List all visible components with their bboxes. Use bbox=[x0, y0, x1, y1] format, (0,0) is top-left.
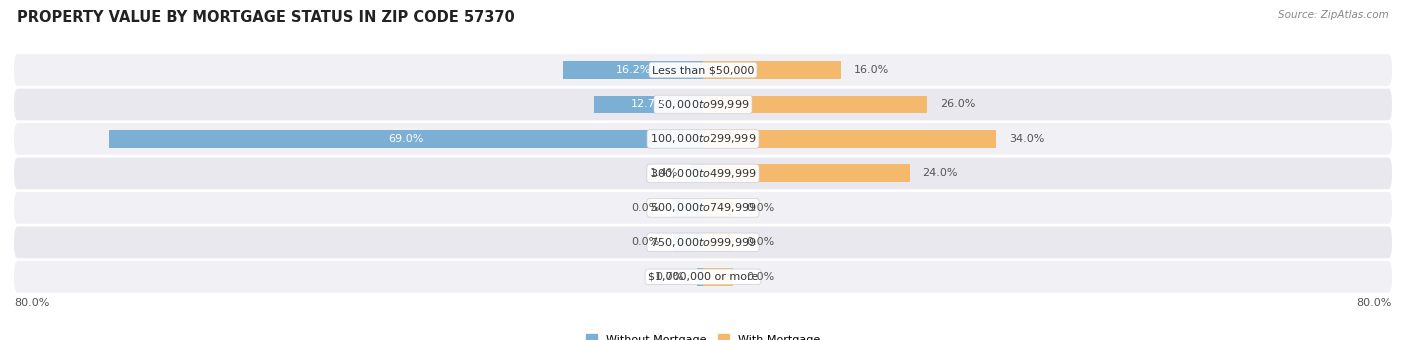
FancyBboxPatch shape bbox=[14, 54, 1392, 86]
FancyBboxPatch shape bbox=[14, 226, 1392, 258]
FancyBboxPatch shape bbox=[14, 123, 1392, 155]
Text: $300,000 to $499,999: $300,000 to $499,999 bbox=[650, 167, 756, 180]
Bar bbox=[703, 61, 841, 79]
Text: 1.4%: 1.4% bbox=[650, 168, 678, 179]
Bar bbox=[703, 233, 733, 251]
Bar bbox=[690, 165, 703, 182]
Text: 69.0%: 69.0% bbox=[388, 134, 423, 144]
Bar bbox=[673, 199, 703, 217]
Text: 24.0%: 24.0% bbox=[922, 168, 957, 179]
Bar bbox=[564, 61, 703, 79]
Text: 0.0%: 0.0% bbox=[631, 203, 659, 213]
FancyBboxPatch shape bbox=[14, 261, 1392, 293]
Text: 34.0%: 34.0% bbox=[1008, 134, 1045, 144]
Text: 26.0%: 26.0% bbox=[939, 100, 976, 109]
FancyBboxPatch shape bbox=[14, 157, 1392, 189]
Text: $750,000 to $999,999: $750,000 to $999,999 bbox=[650, 236, 756, 249]
Bar bbox=[673, 233, 703, 251]
Text: 0.0%: 0.0% bbox=[747, 237, 775, 247]
Text: 0.0%: 0.0% bbox=[747, 203, 775, 213]
Bar bbox=[703, 199, 733, 217]
Bar bbox=[697, 268, 703, 286]
Bar bbox=[703, 268, 733, 286]
Text: PROPERTY VALUE BY MORTGAGE STATUS IN ZIP CODE 57370: PROPERTY VALUE BY MORTGAGE STATUS IN ZIP… bbox=[17, 10, 515, 25]
Text: 80.0%: 80.0% bbox=[14, 298, 49, 308]
Bar bbox=[703, 96, 927, 114]
Text: $500,000 to $749,999: $500,000 to $749,999 bbox=[650, 201, 756, 214]
Text: Source: ZipAtlas.com: Source: ZipAtlas.com bbox=[1278, 10, 1389, 20]
Text: 0.0%: 0.0% bbox=[747, 272, 775, 282]
Text: 0.0%: 0.0% bbox=[631, 237, 659, 247]
FancyBboxPatch shape bbox=[14, 89, 1392, 120]
Text: 16.0%: 16.0% bbox=[853, 65, 889, 75]
Bar bbox=[703, 130, 995, 148]
Text: 16.2%: 16.2% bbox=[616, 65, 651, 75]
Text: $100,000 to $299,999: $100,000 to $299,999 bbox=[650, 133, 756, 146]
Bar bbox=[703, 165, 910, 182]
Text: Less than $50,000: Less than $50,000 bbox=[652, 65, 754, 75]
Text: $1,000,000 or more: $1,000,000 or more bbox=[648, 272, 758, 282]
Legend: Without Mortgage, With Mortgage: Without Mortgage, With Mortgage bbox=[582, 330, 824, 340]
Text: $50,000 to $99,999: $50,000 to $99,999 bbox=[657, 98, 749, 111]
FancyBboxPatch shape bbox=[14, 192, 1392, 224]
Bar bbox=[108, 130, 703, 148]
Bar bbox=[593, 96, 703, 114]
Text: 80.0%: 80.0% bbox=[1357, 298, 1392, 308]
Text: 12.7%: 12.7% bbox=[630, 100, 666, 109]
Text: 0.7%: 0.7% bbox=[655, 272, 685, 282]
